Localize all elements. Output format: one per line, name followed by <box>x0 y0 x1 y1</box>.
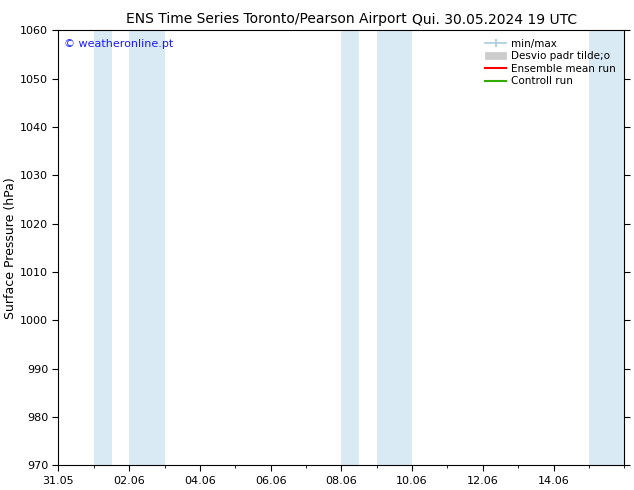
Text: ENS Time Series Toronto/Pearson Airport: ENS Time Series Toronto/Pearson Airport <box>126 12 406 26</box>
Bar <box>589 30 624 465</box>
Bar <box>94 30 112 465</box>
Text: Qui. 30.05.2024 19 UTC: Qui. 30.05.2024 19 UTC <box>412 12 577 26</box>
Y-axis label: Surface Pressure (hPa): Surface Pressure (hPa) <box>4 177 17 318</box>
Bar <box>341 30 359 465</box>
Bar <box>377 30 412 465</box>
Bar <box>129 30 165 465</box>
Legend: min/max, Desvio padr tilde;o, Ensemble mean run, Controll run: min/max, Desvio padr tilde;o, Ensemble m… <box>482 35 619 90</box>
Text: © weatheronline.pt: © weatheronline.pt <box>64 39 173 49</box>
